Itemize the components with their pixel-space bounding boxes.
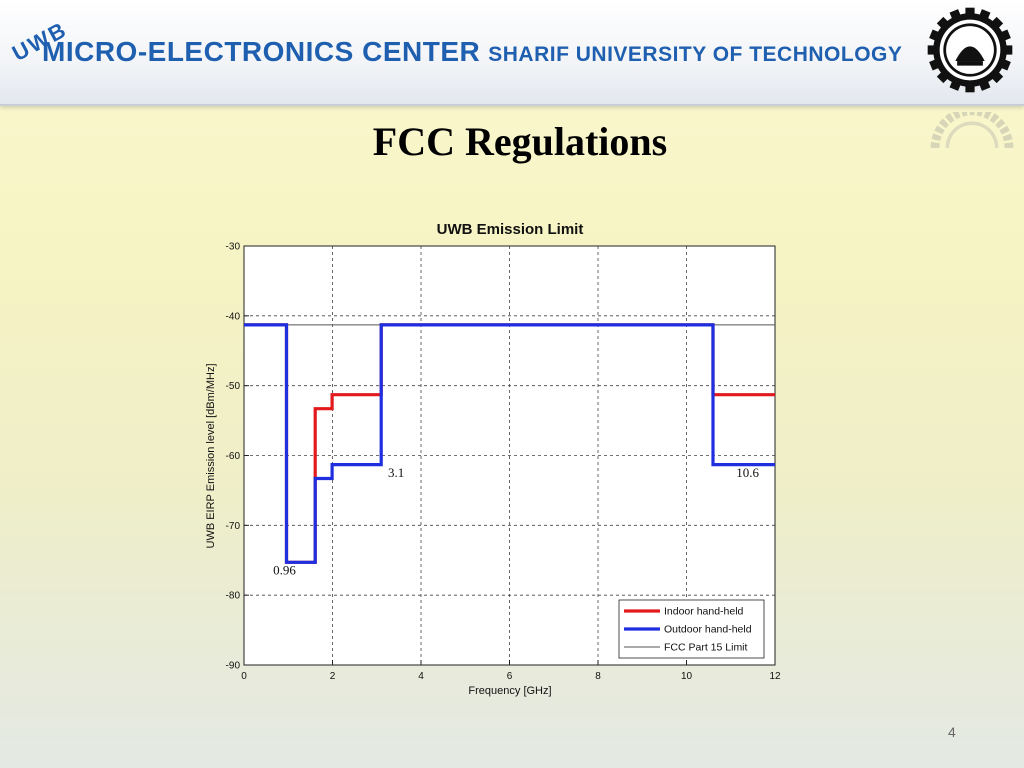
chart-series: [244, 323, 775, 564]
center-title: MICRO-ELECTRONICS CENTER SHARIF UNIVERSIT…: [42, 36, 902, 68]
chart-axes: 0 2 4 6 8 10 12 -30 -40 -50 -60 -70 -80 -90: [226, 242, 781, 683]
y-tick-label: -50: [226, 381, 241, 392]
y-tick-label: -60: [226, 451, 241, 462]
center-name: MICRO-ELECTRONICS CENTER: [42, 36, 481, 67]
y-axis-label: UWB EIRP Emission level [dBm/MHz]: [205, 363, 217, 548]
logo-watermark-icon: [930, 112, 1014, 149]
legend-entry: Outdoor hand-held: [664, 624, 752, 636]
university-logo-icon: [927, 7, 1013, 93]
chart-legend: Indoor hand-held Outdoor hand-held FCC Par…: [618, 599, 765, 659]
x-tick-label: 6: [507, 671, 513, 682]
chart-annotations: 0.96 3.1 10.6: [273, 465, 759, 578]
x-tick-label: 4: [418, 671, 424, 682]
legend-entry: FCC Part 15 Limit: [664, 642, 748, 654]
chart-title: UWB Emission Limit: [437, 221, 584, 238]
x-tick-label: 12: [769, 671, 781, 682]
x-tick-label: 0: [241, 671, 247, 682]
annotation-label: 3.1: [388, 465, 404, 480]
y-tick-label: -40: [226, 311, 241, 322]
uwb-emission-chart: UWB Emission Limit 0 2 4 6 8 10 12 -30 -40 -50 -60…: [205, 221, 781, 697]
y-tick-label: -30: [226, 242, 241, 253]
y-tick-label: -80: [226, 591, 241, 602]
y-tick-label: -70: [226, 521, 241, 532]
x-tick-label: 2: [330, 671, 336, 682]
page-number: 4: [948, 724, 956, 740]
annotation-label: 10.6: [736, 465, 759, 480]
slide-title: FCC Regulations: [372, 119, 668, 164]
legend-entry: Indoor hand-held: [664, 606, 744, 618]
series-line-outdoor-hand-held: [244, 323, 775, 564]
chart-grid: [244, 246, 775, 665]
university-name: SHARIF UNIVERSITY OF TECHNOLOGY: [488, 43, 903, 66]
slide-header: UWB MICRO-ELECTRONICS CENTER SHARIF UNIVE…: [0, 0, 1024, 106]
y-tick-label: -90: [226, 661, 241, 672]
x-tick-label: 10: [681, 671, 693, 682]
annotation-label: 0.96: [273, 563, 296, 578]
x-tick-label: 8: [595, 671, 601, 682]
x-axis-label: Frequency [GHz]: [468, 685, 551, 697]
